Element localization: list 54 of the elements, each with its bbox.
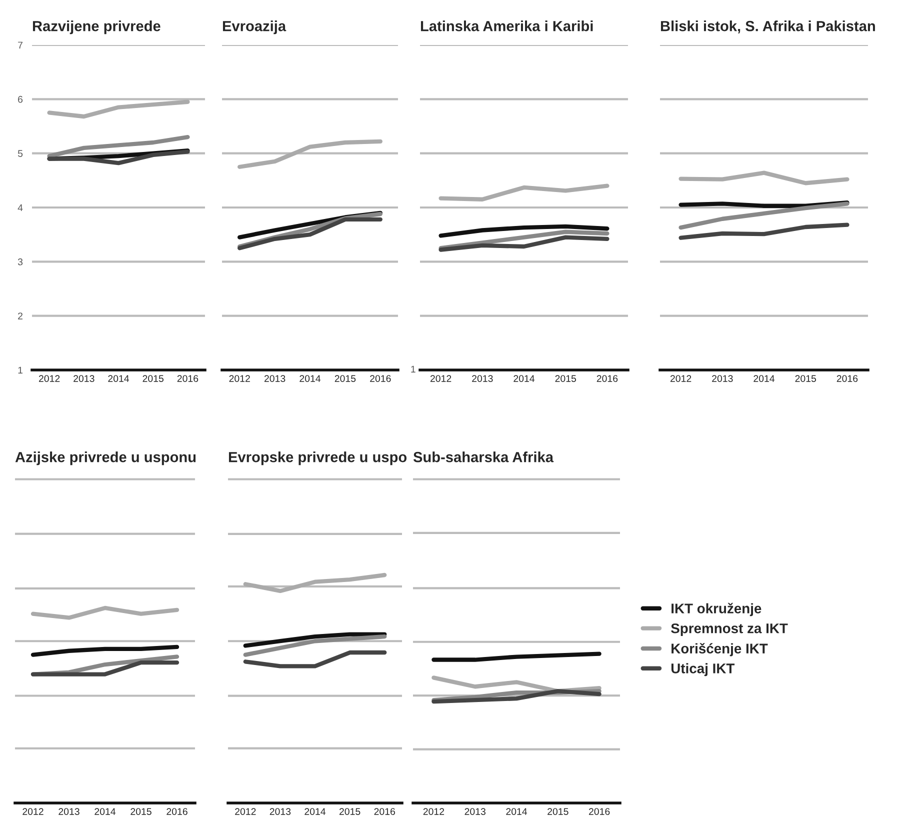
x-tick-label: 2014 [108, 375, 130, 382]
y-tick-label: 1 [18, 366, 22, 374]
x-tick-label: 2015 [130, 808, 152, 815]
chart-title: Latinska Amerika i Karibi [420, 20, 593, 32]
x-tick-label: 2014 [754, 375, 775, 382]
x-tick-label: 2014 [506, 808, 528, 815]
x-tick-label: 2015 [334, 375, 356, 382]
y-tick-label: 4 [18, 204, 23, 212]
x-tick-label: 2016 [596, 375, 618, 382]
legend-label: Uticaj IKT [671, 663, 735, 676]
text: 1 [411, 366, 416, 373]
chart-title: Evropske privrede u uspo [228, 452, 407, 466]
chart-title: Bliski istok, S. Afrika i Pakistan [660, 20, 875, 34]
chart-title: Evroazija [222, 20, 286, 34]
x-tick-label: 2012 [670, 375, 692, 382]
x-tick-label: 2012 [229, 375, 250, 382]
x-tick-label: 2015 [548, 808, 568, 815]
y-tick-label: 5 [18, 150, 23, 157]
x-tick-label: 2015 [555, 375, 576, 382]
x-tick-label: 2013 [270, 808, 291, 815]
x-tick-label: 2013 [74, 375, 94, 382]
chart-title: Sub-saharska Afrika [413, 452, 554, 462]
x-tick-label: 2016 [374, 808, 395, 815]
x-tick-label: 2012 [235, 808, 256, 815]
x-tick-label: 2014 [300, 375, 321, 382]
x-tick-label: 2014 [94, 808, 116, 815]
x-tick-label: 2016 [166, 808, 188, 815]
x-tick-label: 2014 [304, 808, 326, 815]
x-tick-label: 2012 [38, 375, 60, 382]
x-tick-label: 2013 [58, 808, 80, 815]
y-tick-label: 7 [18, 42, 22, 49]
x-tick-label: 2016 [588, 808, 610, 815]
y-tick-label: 3 [18, 258, 23, 266]
x-tick-label: 2013 [712, 375, 733, 382]
x-tick-label: 2012 [22, 808, 44, 815]
chart-title: Azijske privrede u usponu [15, 452, 196, 466]
x-tick-label: 2016 [177, 375, 198, 382]
legend-label: Korišćenje IKT [672, 642, 768, 656]
x-tick-label: 2014 [514, 375, 535, 382]
y-tick-label: 6 [18, 96, 23, 103]
legend-label: Spremnost za IKT [671, 623, 788, 636]
x-tick-label: 2015 [339, 808, 360, 815]
x-tick-label: 2016 [836, 375, 858, 382]
chart-title: Razvijene privrede [32, 20, 160, 34]
x-tick-label: 2013 [464, 808, 486, 815]
x-tick-label: 2013 [264, 375, 286, 382]
x-tick-label: 2015 [142, 375, 164, 382]
x-tick-label: 2012 [423, 808, 444, 815]
legend-label: IKT okruženje [672, 602, 762, 616]
x-tick-label: 2015 [795, 375, 816, 382]
x-tick-label: 2012 [430, 375, 452, 382]
x-tick-label: 2016 [370, 375, 391, 382]
x-tick-label: 2013 [472, 375, 493, 382]
y-tick-label: 2 [18, 312, 22, 320]
